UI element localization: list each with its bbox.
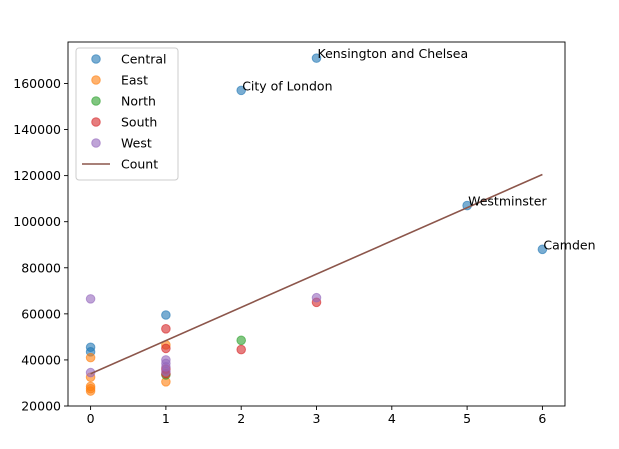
- legend-label-south: South: [121, 115, 157, 130]
- annotation-label-2: Westminster: [468, 194, 547, 209]
- y-tick-label-7: 160000: [13, 76, 61, 91]
- y-tick-label-4: 100000: [13, 214, 61, 229]
- legend-marker-north: [91, 96, 101, 106]
- data-point-west-5: [161, 366, 171, 377]
- y-tick-label-1: 40000: [21, 352, 61, 367]
- axes: 0 1 2 3 4 5 6 20000 40000 60000 80000 100000 120000 1…: [13, 41, 566, 426]
- y-tick-label-2: 60000: [21, 306, 61, 321]
- legend-box: [75, 47, 179, 181]
- annotation-label-0: Kensington and Chelsea: [318, 46, 469, 61]
- x-tick-label-4: 4: [388, 411, 396, 426]
- y-tick-label-5: 120000: [13, 168, 61, 183]
- y-tick-label-0: 20000: [21, 399, 61, 414]
- data-point-south-0: [161, 324, 171, 334]
- data-point-south-1: [161, 343, 171, 354]
- data-point-central-4: [311, 53, 322, 63]
- data-point-north-1: [236, 335, 246, 346]
- legend-label-central: Central: [121, 52, 167, 67]
- legend-label-north: North: [121, 94, 156, 109]
- x-tick-label-2: 2: [237, 411, 245, 426]
- trend-line: [90, 173, 543, 375]
- data-point-east-0: [85, 352, 96, 363]
- y-tick-label-6: 140000: [13, 122, 61, 137]
- y-tick-label-3: 80000: [21, 260, 61, 275]
- data-point-east-4: [85, 386, 96, 396]
- x-tick-label-1: 1: [162, 411, 170, 426]
- data-point-central-3: [236, 85, 246, 96]
- legend-label-count: Count: [121, 157, 158, 172]
- legend: Central East North South West Count: [75, 47, 179, 181]
- legend-marker-west: [91, 138, 101, 148]
- data-point-west-6: [311, 292, 322, 303]
- data-point-west-0: [85, 294, 96, 304]
- data-point-south-4: [236, 344, 246, 355]
- legend-label-west: West: [121, 136, 152, 151]
- x-tick-label-6: 6: [538, 411, 546, 426]
- annotation-label-3: Camden: [543, 237, 595, 252]
- data-point-central-2: [161, 310, 171, 320]
- x-tick-label-0: 0: [87, 411, 95, 426]
- plot-area: Kensington and Chelsea City of London West…: [85, 46, 596, 396]
- legend-marker-south: [91, 117, 101, 127]
- legend-marker-central: [91, 54, 101, 64]
- x-tick-label-5: 5: [463, 411, 471, 426]
- annotation-label-1: City of London: [242, 78, 332, 93]
- legend-label-east: East: [121, 73, 148, 88]
- x-tick-label-3: 3: [313, 411, 321, 426]
- legend-marker-east: [91, 75, 101, 85]
- data-point-central-6: [537, 244, 548, 255]
